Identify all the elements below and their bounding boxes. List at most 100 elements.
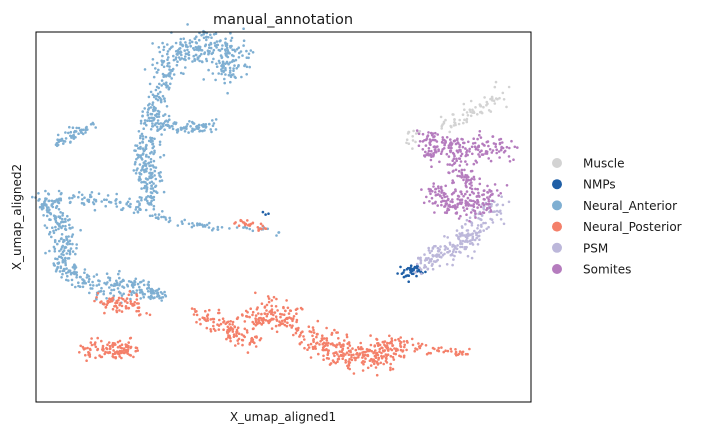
data-point (144, 155, 148, 158)
data-point (155, 61, 159, 65)
data-point (81, 285, 85, 289)
data-point (454, 350, 458, 354)
data-point (309, 356, 313, 359)
data-point (75, 273, 79, 277)
data-point (60, 276, 63, 279)
data-point (225, 330, 229, 334)
data-point (94, 126, 97, 129)
data-point (415, 262, 419, 266)
data-point (118, 303, 121, 307)
data-point (57, 215, 61, 218)
data-point (147, 161, 151, 165)
data-point (439, 115, 443, 119)
data-point (389, 368, 392, 372)
data-point (452, 157, 456, 160)
data-point (151, 187, 155, 190)
data-point (385, 345, 388, 349)
data-point (353, 356, 356, 360)
data-point (141, 165, 144, 169)
data-point (188, 120, 191, 123)
data-point (461, 226, 464, 229)
data-point (200, 33, 203, 37)
data-point (120, 304, 124, 308)
data-point (154, 190, 158, 193)
data-point (201, 316, 204, 320)
data-point (209, 330, 213, 333)
data-point (135, 293, 138, 296)
data-point (149, 291, 153, 295)
series-somites (415, 129, 519, 223)
data-point (154, 114, 157, 117)
data-point (104, 204, 107, 208)
data-point (422, 201, 426, 205)
data-point (481, 142, 484, 146)
data-point (53, 247, 57, 251)
data-point (151, 101, 155, 104)
data-point (437, 346, 441, 350)
data-point (177, 56, 181, 59)
data-point (434, 191, 437, 194)
data-point (128, 197, 131, 201)
data-point (232, 69, 235, 72)
data-point (235, 226, 239, 229)
data-point (126, 349, 129, 353)
data-point (355, 356, 358, 360)
data-point (325, 356, 329, 360)
data-point (477, 217, 480, 220)
data-point (133, 162, 137, 166)
data-point (485, 208, 488, 212)
data-point (152, 207, 156, 211)
data-point (505, 105, 508, 109)
data-point (419, 261, 423, 265)
data-point (229, 328, 232, 332)
data-point (456, 138, 459, 142)
data-point (139, 313, 142, 316)
data-point (57, 189, 61, 193)
data-point (242, 44, 245, 47)
data-point (87, 200, 91, 204)
data-point (156, 119, 160, 122)
data-point (164, 216, 167, 219)
data-point (467, 140, 470, 144)
data-point (145, 312, 148, 315)
data-point (165, 105, 169, 108)
data-point (472, 162, 476, 166)
data-point (207, 68, 210, 72)
data-point (359, 347, 363, 351)
data-point (66, 219, 70, 222)
data-point (285, 324, 289, 328)
data-point (465, 245, 468, 249)
data-point (55, 144, 59, 148)
data-point (452, 162, 456, 165)
data-point (212, 122, 216, 125)
data-point (463, 118, 466, 122)
data-point (174, 41, 178, 45)
data-point (464, 192, 467, 196)
data-point (263, 312, 267, 316)
data-point (96, 348, 99, 352)
data-point (191, 60, 194, 63)
data-point (456, 205, 459, 209)
data-point (283, 320, 287, 323)
data-point (88, 277, 91, 281)
legend-label-psm: PSM (583, 241, 608, 255)
data-point (59, 237, 63, 241)
data-point (317, 352, 320, 356)
data-point (182, 37, 185, 40)
data-point (389, 354, 393, 358)
data-point (229, 44, 232, 48)
data-point (113, 305, 116, 308)
data-point (142, 283, 146, 287)
data-point (386, 341, 389, 345)
data-point (462, 206, 465, 209)
data-point (261, 224, 265, 228)
data-point (495, 151, 499, 155)
data-point (140, 169, 143, 172)
data-point (144, 147, 148, 150)
data-point (460, 198, 464, 201)
data-point (379, 361, 383, 365)
data-point (336, 353, 339, 356)
data-point (460, 137, 463, 141)
data-point (145, 182, 149, 186)
data-point (338, 343, 342, 346)
